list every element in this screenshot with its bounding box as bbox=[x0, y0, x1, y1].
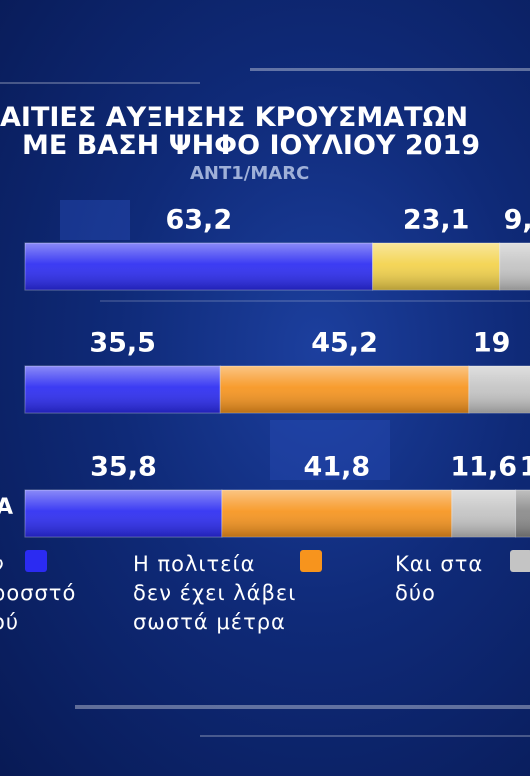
bar-gloss bbox=[221, 490, 452, 537]
legend-label: Η πολιτεία δεν έχει λάβει σωστά μέτρα bbox=[133, 552, 297, 634]
bar-gloss bbox=[468, 366, 530, 413]
value-label: 11,6 bbox=[450, 452, 517, 483]
value-label: 23,1 bbox=[403, 205, 470, 236]
value-label: 35,8 bbox=[90, 452, 157, 483]
bar-gloss bbox=[220, 366, 469, 413]
legend-swatch bbox=[300, 550, 322, 572]
bar-gloss bbox=[25, 490, 222, 537]
value-label: 41,8 bbox=[304, 452, 371, 483]
background-streaks bbox=[0, 68, 530, 737]
bar-gloss bbox=[451, 490, 516, 537]
subtitle: ΜΕ ΒΑΣΗ ΨΗΦΟ ΙΟΥΛΙΟΥ 2019 bbox=[22, 130, 480, 161]
bar-gloss bbox=[25, 366, 221, 413]
legend-swatch bbox=[510, 550, 530, 572]
value-label: 35,5 bbox=[89, 328, 156, 359]
source: ANT1/MARC bbox=[190, 163, 309, 184]
legend-label: Και στα δύο bbox=[395, 552, 484, 605]
value-label: 1 bbox=[520, 452, 530, 483]
value-label: 45,2 bbox=[311, 328, 378, 359]
value-label: 63,2 bbox=[165, 205, 232, 236]
value-label: 19 bbox=[473, 328, 511, 359]
row-label: Α bbox=[0, 495, 13, 520]
bar-gloss bbox=[499, 243, 530, 290]
bar-gloss bbox=[25, 243, 373, 290]
bar-gloss bbox=[372, 243, 500, 290]
bar-gloss bbox=[515, 490, 530, 537]
legend-swatch bbox=[25, 550, 47, 572]
legend-label: ν ροσστό ού bbox=[0, 552, 77, 634]
title: ΑΙΤΙΕΣ ΑΥΞΗΣΗΣ ΚΡΟΥΣΜΑΤΩΝ bbox=[0, 102, 468, 133]
value-label: 9, bbox=[504, 205, 530, 236]
